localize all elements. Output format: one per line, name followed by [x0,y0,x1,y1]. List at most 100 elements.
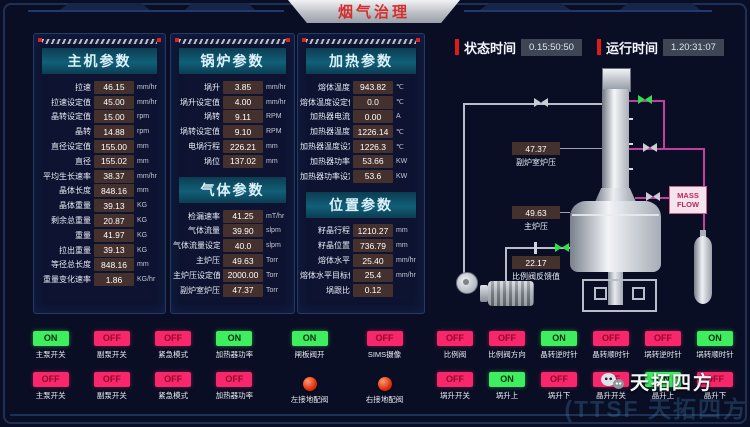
param-value: 2000.00 [223,268,263,282]
param-unit: KG/hr [137,276,156,284]
param-value: 25.4 [353,268,393,282]
switch-heater-power-2: OFF 加热器功率 [204,372,265,401]
param-unit: mm [137,143,149,151]
toggle-button[interactable]: ON [645,372,681,387]
param-unit: mm [137,157,149,165]
toggle-button[interactable]: ON [32,331,69,346]
param-value: 9.10 [223,125,263,139]
param-value: 40.0 [223,239,263,253]
chat-bubble-icon [612,378,624,389]
param-unit: mm/hr [137,98,157,106]
switch-crucible-lift: OFF 埚升开关 [431,372,479,401]
pipe [463,103,604,105]
param-label: 平均生长速率 [43,171,91,181]
gas-pipe [629,148,705,150]
red-indicator-lamp[interactable] [302,377,317,391]
param-label: 加热器温度设定值 [300,142,350,152]
toggle-button[interactable]: OFF [593,331,629,346]
panel-title: 锅炉参数 [179,48,286,74]
valve-icon [643,143,657,152]
tag-value: 49.63 [512,206,560,219]
param-row: 埚升设定值 4.00 mm/hr [171,95,294,110]
param-unit: mm [137,187,149,195]
param-row: 加热器温度 1226.14 ℃ [298,124,424,139]
param-unit: mm/hr [396,271,416,279]
valve-icon [646,192,660,201]
toggle-button[interactable]: OFF [437,331,473,346]
param-value: 41.97 [94,228,134,242]
param-value: 0.0 [353,95,393,109]
param-unit: mm [266,157,278,165]
switch-crystal-lift-up: ON 晶升上 [639,372,687,401]
switch-label: 埚升开关 [440,391,470,400]
param-label: 埚跟比 [326,285,350,295]
param-value: 39.13 [94,243,134,257]
param-unit: mT/hr [266,212,285,220]
param-unit: KG [137,246,148,254]
param-unit: KG [137,202,148,210]
toggle-button[interactable]: ON [697,331,733,346]
toggle-button[interactable]: OFF [93,372,130,387]
hatch-decoration [38,38,161,44]
toggle-button[interactable]: OFF [541,372,577,387]
toggle-button[interactable]: OFF [437,372,473,387]
param-row: 熔体水平 25.40 mm/hr [298,253,424,268]
switch-label: 埚升下 [547,391,571,400]
switch-aux-pump: OFF 副泵开关 [81,331,142,360]
param-value: 848.16 [94,184,134,198]
pipe-flange [534,242,537,254]
leader-line [560,212,570,213]
switch-aux-pump-2: OFF 副泵开关 [81,372,142,401]
param-value: 39.13 [94,199,134,213]
switch-gate-valve-open: ON 闸板阀开 [272,331,347,360]
switch-proportional-valve-direction: OFF 比例阀方向 [483,331,531,360]
toggle-button[interactable]: ON [291,331,328,346]
param-label: 加热器电流 [310,112,350,122]
toggle-button[interactable]: OFF [93,331,130,346]
param-unit: RPM [266,128,282,136]
toggle-button[interactable]: ON [489,372,525,387]
param-row: 埚转 9.11 RPM [171,110,294,125]
toggle-button[interactable]: OFF [645,331,681,346]
pipe [505,247,571,249]
param-row: 熔体温度设定值0.0℃ [298,95,424,110]
chamber-port [629,118,633,120]
frame-notch [480,3,570,10]
param-row: 副炉室炉压 47.37 Torr [171,283,294,298]
toggle-button[interactable]: OFF [216,372,253,387]
red-accent-bar [597,39,601,55]
param-row: 埚转设定值 9.10 RPM [171,124,294,139]
toggle-button[interactable]: OFF [32,372,69,387]
param-value: 943.82 [353,80,393,94]
tag-proportional-valve-feedback: 22.17 比例阀反馈值 [512,256,560,282]
switch-crucible-lift-up: ON 埚升上 [483,372,531,401]
toggle-button[interactable]: OFF [489,331,525,346]
param-label: 晶转 [75,127,91,137]
watermark: 天拓四方 [600,368,714,395]
gas-pipe [635,197,670,199]
param-row: 剩余总重量 20.87 KG [34,213,165,228]
toggle-button[interactable]: OFF [697,372,733,387]
toggle-button[interactable]: OFF [155,331,192,346]
param-unit: KG [137,231,148,239]
green-valve-icon [555,243,569,252]
toggle-button[interactable]: OFF [155,372,192,387]
param-row: 熔体温度 943.82 ℃ [298,80,424,95]
switch-proportional-valve: OFF 比例阀 [431,331,479,360]
toggle-button[interactable]: ON [216,331,253,346]
param-unit: ℃ [396,99,404,107]
param-unit: Torr [266,271,279,279]
param-label: 籽晶行程 [318,226,350,236]
param-value: 47.37 [223,283,263,297]
param-label: 熔体水平目标值 [300,270,350,280]
filter-cylinder-nub [700,230,706,237]
param-unit: slpm [266,242,281,250]
toggle-button[interactable]: OFF [366,331,403,346]
status-time-group: 状态时间 0.15:50:50 [455,37,582,57]
panel-subtitle: 位置参数 [306,191,416,218]
red-indicator-lamp[interactable] [377,377,392,391]
toggle-button[interactable]: ON [541,331,577,346]
switch-label: 晶升上 [651,391,675,400]
pipe [505,247,507,283]
param-row: 主炉压 49.63 Torr [171,253,294,268]
